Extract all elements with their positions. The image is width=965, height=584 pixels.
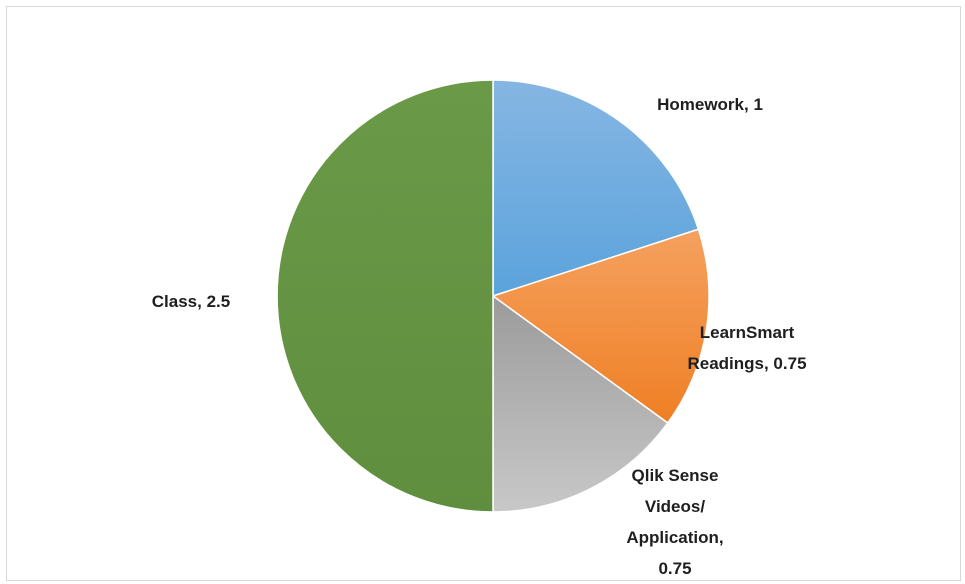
slice-learnsmart-readings <box>491 228 710 425</box>
data-label-learnsmart-readings: LearnSmart Readings, 0.75 <box>687 323 806 373</box>
slice-homework <box>492 79 700 298</box>
slice-class <box>276 79 494 513</box>
data-label-line: Readings, 0.75 <box>687 354 806 373</box>
pie-chart: Homework, 1 LearnSmart Readings, 0.75 Qlik … <box>152 79 807 578</box>
data-label-line: Qlik Sense <box>632 466 719 485</box>
data-label-qlik-sense-videos-application: Qlik Sense Videos/Application, 0.75 <box>626 466 723 578</box>
slice-qlik-sense-videos-application <box>492 294 669 513</box>
data-label-line: Homework, 1 <box>657 95 763 114</box>
chart-area: Homework, 1 LearnSmart Readings, 0.75 Qlik … <box>6 6 961 581</box>
data-label-line: Class, 2.5 <box>152 292 230 311</box>
data-label-homework: Homework, 1 <box>657 95 763 114</box>
data-label-line: Videos/ <box>645 497 705 516</box>
data-label-line: 0.75 <box>658 559 691 578</box>
data-label-line: Application, <box>626 528 723 547</box>
data-label-class: Class, 2.5 <box>152 292 230 311</box>
data-label-line: LearnSmart <box>700 323 795 342</box>
pie-slices <box>276 79 710 513</box>
data-labels: Homework, 1 LearnSmart Readings, 0.75 Qlik … <box>152 95 807 578</box>
